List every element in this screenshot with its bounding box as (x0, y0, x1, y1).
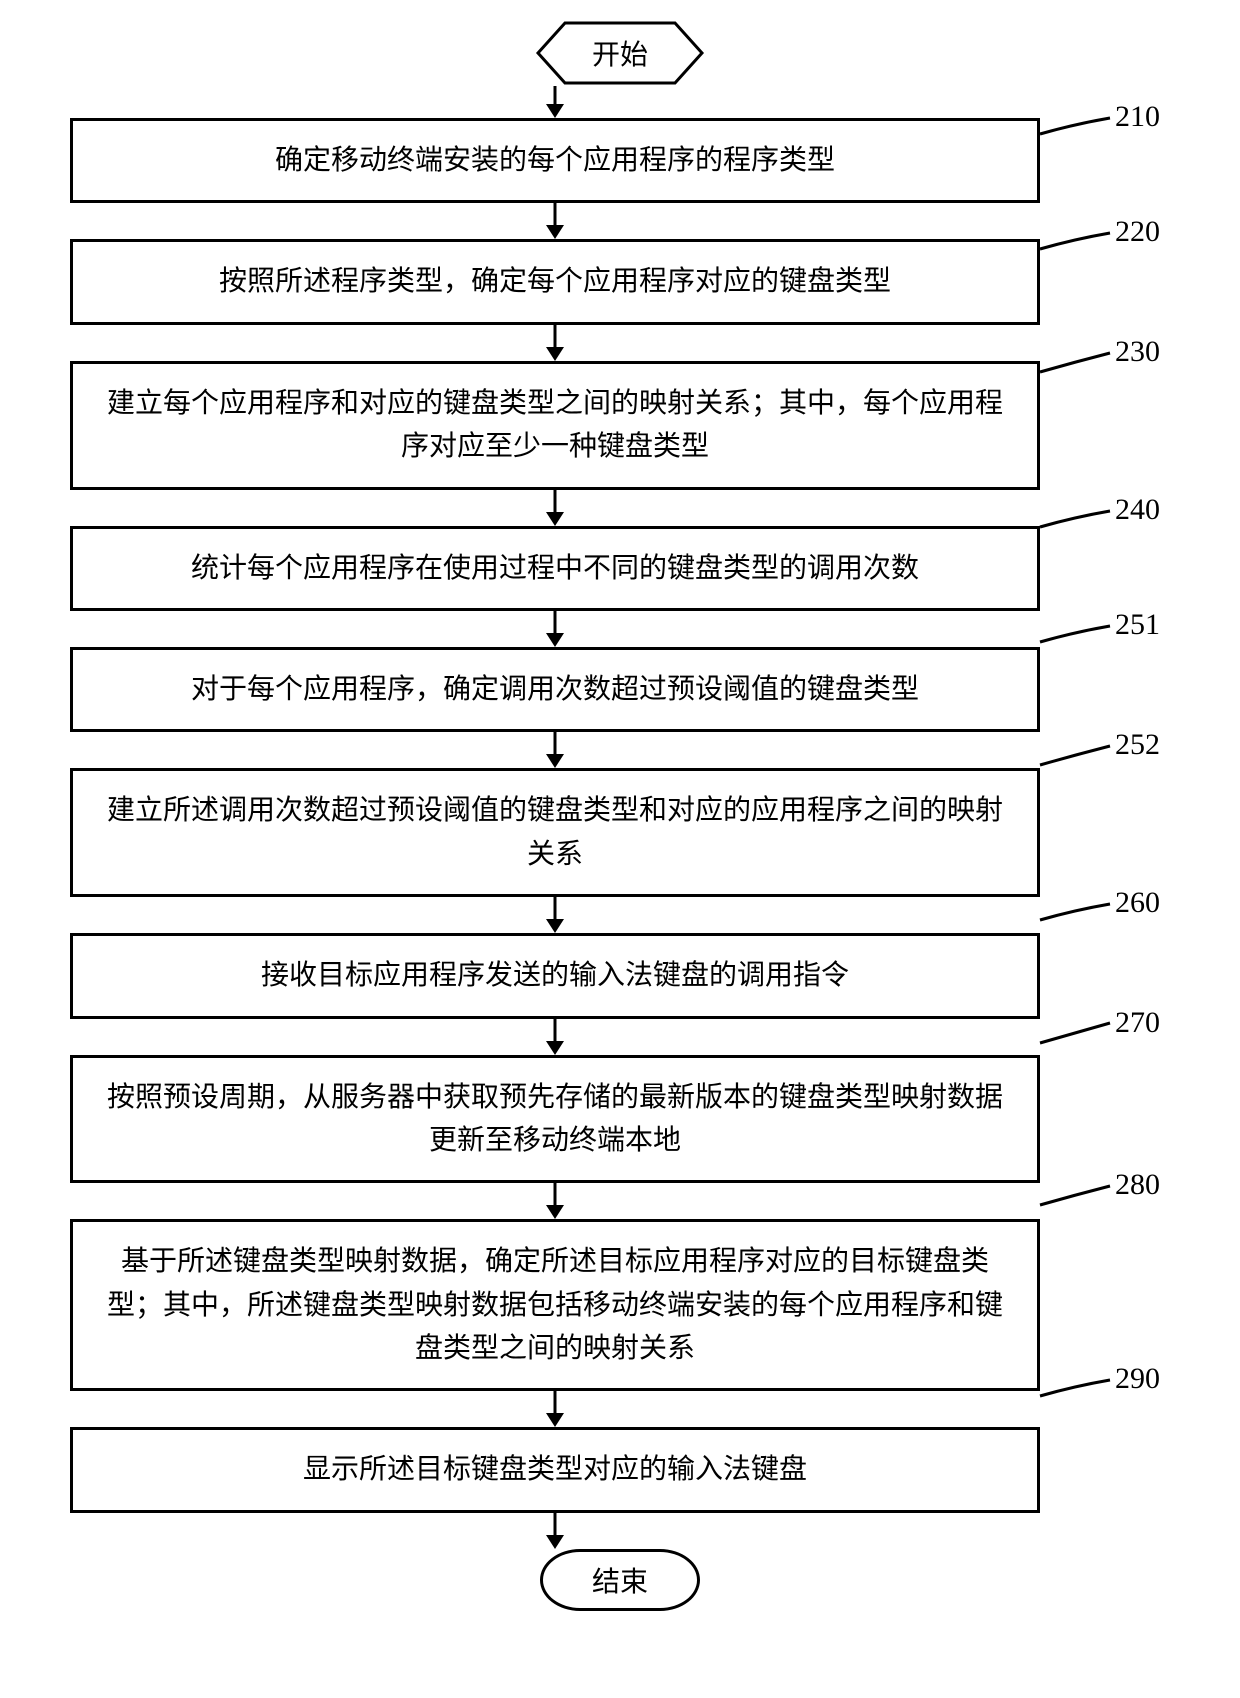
ref-label-270: 270 (1115, 1006, 1160, 1040)
arrow (70, 897, 1040, 933)
step-252: 建立所述调用次数超过预设阈值的键盘类型和对应的应用程序之间的映射关系 (70, 768, 1040, 897)
ref-label-230: 230 (1115, 335, 1160, 369)
ref-label-210: 210 (1115, 100, 1160, 134)
step-text: 基于所述键盘类型映射数据，确定所述目标应用程序对应的目标键盘类型；其中，所述键盘… (103, 1240, 1007, 1370)
flowchart-container: 开始 确定移动终端安装的每个应用程序的程序类型 按照所述程序类型，确定每个应用程… (70, 20, 1170, 1611)
ref-label-260: 260 (1115, 886, 1160, 920)
step-text: 接收目标应用程序发送的输入法键盘的调用指令 (261, 954, 849, 997)
step-text: 确定移动终端安装的每个应用程序的程序类型 (275, 139, 835, 182)
terminal-end-label: 结束 (592, 1560, 648, 1600)
arrow (70, 203, 1040, 239)
step-text: 按照所述程序类型，确定每个应用程序对应的键盘类型 (219, 260, 891, 303)
step-290: 显示所述目标键盘类型对应的输入法键盘 (70, 1427, 1040, 1512)
step-230: 建立每个应用程序和对应的键盘类型之间的映射关系；其中，每个应用程序对应至少一种键… (70, 361, 1040, 490)
arrow (70, 1513, 1040, 1549)
terminal-start: 开始 (535, 20, 705, 86)
step-210: 确定移动终端安装的每个应用程序的程序类型 (70, 118, 1040, 203)
ref-label-280: 280 (1115, 1168, 1160, 1202)
step-text: 按照预设周期，从服务器中获取预先存储的最新版本的键盘类型映射数据更新至移动终端本… (103, 1076, 1007, 1163)
ref-label-220: 220 (1115, 215, 1160, 249)
arrow (70, 86, 1040, 118)
step-251: 对于每个应用程序，确定调用次数超过预设阈值的键盘类型 (70, 647, 1040, 732)
step-240: 统计每个应用程序在使用过程中不同的键盘类型的调用次数 (70, 526, 1040, 611)
arrow (70, 1183, 1040, 1219)
ref-label-252: 252 (1115, 728, 1160, 762)
step-280: 基于所述键盘类型映射数据，确定所述目标应用程序对应的目标键盘类型；其中，所述键盘… (70, 1219, 1040, 1391)
arrow (70, 611, 1040, 647)
ref-label-240: 240 (1115, 493, 1160, 527)
step-text: 统计每个应用程序在使用过程中不同的键盘类型的调用次数 (191, 547, 919, 590)
step-260: 接收目标应用程序发送的输入法键盘的调用指令 (70, 933, 1040, 1018)
arrow (70, 490, 1040, 526)
ref-label-251: 251 (1115, 608, 1160, 642)
step-220: 按照所述程序类型，确定每个应用程序对应的键盘类型 (70, 239, 1040, 324)
ref-label-290: 290 (1115, 1362, 1160, 1396)
step-text: 对于每个应用程序，确定调用次数超过预设阈值的键盘类型 (191, 668, 919, 711)
step-text: 显示所述目标键盘类型对应的输入法键盘 (303, 1448, 807, 1491)
arrow (70, 325, 1040, 361)
arrow (70, 1391, 1040, 1427)
step-270: 按照预设周期，从服务器中获取预先存储的最新版本的键盘类型映射数据更新至移动终端本… (70, 1055, 1040, 1184)
arrow (70, 732, 1040, 768)
arrow (70, 1019, 1040, 1055)
step-text: 建立每个应用程序和对应的键盘类型之间的映射关系；其中，每个应用程序对应至少一种键… (103, 382, 1007, 469)
terminal-start-label: 开始 (592, 33, 648, 73)
step-text: 建立所述调用次数超过预设阈值的键盘类型和对应的应用程序之间的映射关系 (103, 789, 1007, 876)
terminal-end: 结束 (540, 1549, 700, 1611)
